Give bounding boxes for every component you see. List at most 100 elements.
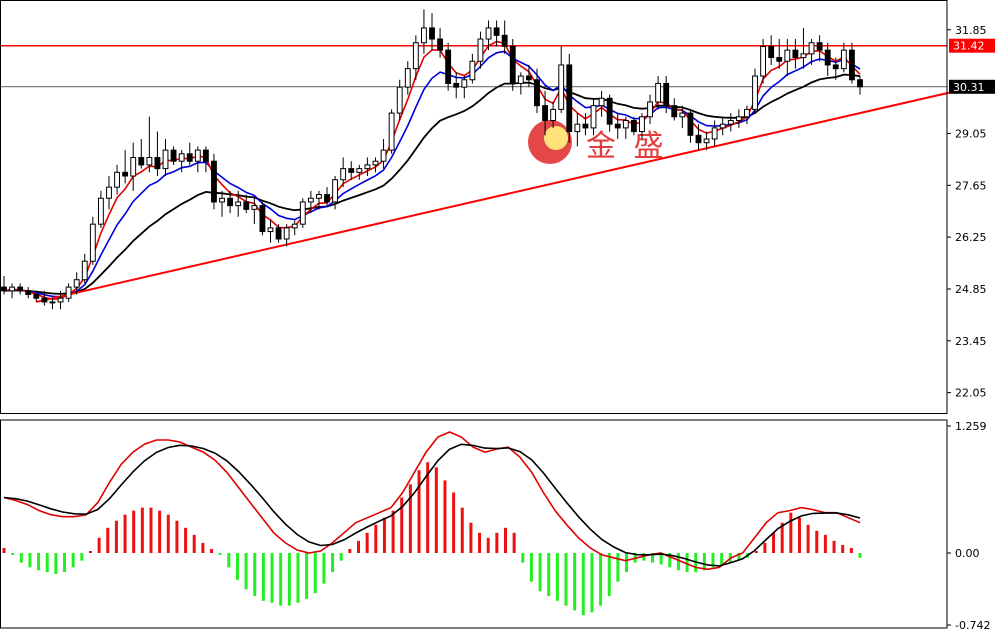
candle [808, 39, 815, 65]
candle [57, 290, 64, 310]
candle [307, 190, 314, 214]
price-badge [949, 79, 995, 94]
candle-body [49, 301, 56, 304]
candle-body [340, 168, 347, 181]
candle-body [106, 186, 112, 199]
candle-body [178, 153, 185, 162]
candle-body [687, 112, 694, 136]
candle [211, 153, 217, 210]
candle-body [404, 68, 411, 88]
candle-body [65, 286, 72, 299]
candle [146, 116, 153, 173]
candle [453, 72, 460, 99]
candle [364, 157, 371, 177]
candle-body [73, 279, 80, 288]
candle-body [453, 82, 460, 88]
candle-body [445, 49, 452, 84]
candlestick-pane [0, 9, 950, 310]
price-badge-label: 31.42 [953, 40, 985, 53]
candle [744, 105, 750, 125]
candle-body [267, 227, 274, 233]
candle [81, 253, 88, 284]
candle [17, 283, 24, 295]
candle [469, 53, 476, 84]
candle-body [485, 27, 492, 40]
candle-body [614, 123, 621, 129]
candle-body [89, 223, 96, 262]
candle [380, 139, 387, 169]
candle-body [170, 149, 177, 162]
candle-body [461, 79, 468, 88]
candle-body [816, 42, 823, 51]
candle [154, 131, 161, 177]
candle-body [744, 108, 750, 118]
candle [437, 27, 443, 58]
candle [1, 276, 7, 295]
candle [235, 190, 242, 217]
candle-body [703, 138, 710, 144]
price-badge-label: 30.31 [953, 81, 985, 94]
candle [582, 113, 589, 136]
macd-signal-line [3, 443, 861, 567]
candle-body [501, 34, 508, 47]
candle [550, 101, 557, 128]
candle [162, 139, 169, 177]
candle-body [493, 27, 500, 36]
candle-body [388, 112, 395, 151]
candle [703, 131, 710, 151]
candle [679, 105, 686, 128]
candle-body [33, 294, 40, 299]
candle [590, 98, 597, 136]
candle-body [275, 227, 282, 240]
candle [622, 116, 629, 139]
candle [106, 176, 112, 210]
candle-body [364, 164, 371, 170]
candle [792, 39, 799, 69]
candle [857, 76, 863, 95]
candle [598, 90, 605, 117]
y-tick-label: 26.25 [955, 231, 987, 244]
candle-body [283, 227, 290, 240]
candle [194, 146, 201, 173]
candle [404, 61, 411, 95]
y-tick-label: 27.65 [955, 179, 987, 192]
candle-body [437, 38, 443, 51]
y-tick-label: 23.45 [955, 335, 987, 348]
candle-body [57, 297, 64, 303]
candle [275, 224, 282, 243]
candle [122, 150, 129, 184]
candle [647, 94, 653, 125]
logo-text: 金 盛 [586, 129, 668, 164]
candle-body [138, 157, 145, 166]
candle [227, 190, 234, 214]
candle [614, 113, 621, 139]
macd-fast-line [3, 431, 861, 571]
candle-body [840, 49, 847, 70]
candle [324, 187, 330, 206]
candle-body [808, 42, 815, 55]
candle [687, 109, 694, 143]
candle [735, 109, 742, 128]
candle [477, 31, 484, 69]
candle [630, 116, 637, 136]
candle-body [146, 157, 153, 166]
candle-body [534, 79, 540, 107]
candle [574, 113, 581, 147]
candle-body [542, 105, 548, 121]
candle-body [235, 201, 242, 207]
candle [695, 124, 702, 151]
candle-body [719, 123, 726, 129]
price-badge [949, 38, 995, 53]
candle [316, 190, 322, 210]
candle [9, 283, 15, 299]
candle-body [630, 119, 637, 133]
candle [840, 42, 847, 73]
candle-body [582, 123, 589, 129]
candle-body [332, 179, 339, 203]
candle [849, 42, 855, 84]
candle-body [679, 112, 686, 118]
candle-body [671, 105, 678, 118]
candle [178, 150, 185, 173]
candle [348, 161, 355, 180]
